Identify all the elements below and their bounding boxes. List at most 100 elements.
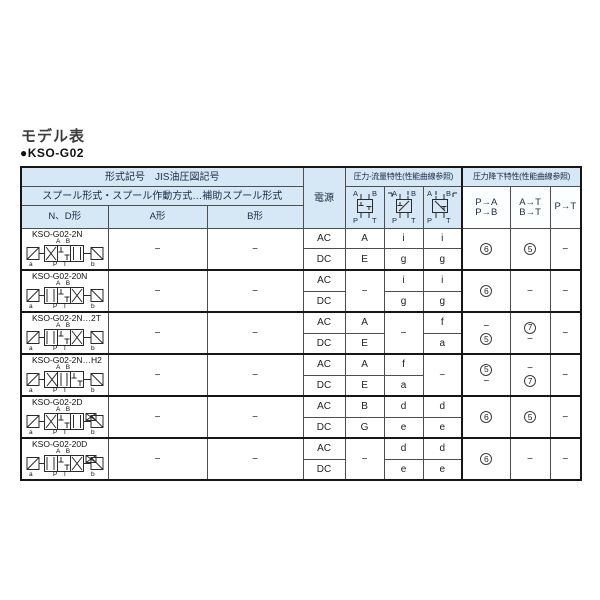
flow-value-cell: − — [344, 269, 385, 313]
port-labels-top: A B — [56, 238, 73, 245]
b-form-value: − — [206, 228, 304, 271]
table-row: DC E a — [21, 332, 581, 355]
drop-pt-value: − — [549, 269, 582, 313]
flow-value-cell: e — [422, 458, 464, 481]
svg-text:P: P — [427, 216, 432, 225]
a-form-value: − — [107, 395, 208, 439]
flow-value-cell: i — [383, 227, 424, 250]
model-name: KSO-G02-20D — [32, 439, 88, 449]
svg-text:T: T — [411, 216, 416, 225]
stacked-values: 5 − — [480, 363, 493, 387]
a-form-value: − — [107, 437, 208, 481]
drop-at-value: 5 — [509, 395, 551, 439]
header-row: N、D形 A形 B形 — [20, 205, 581, 229]
svg-text:B: B — [411, 189, 416, 198]
valve-symbol-icon — [26, 329, 104, 346]
drop-pa-value: 6 — [461, 437, 511, 481]
table-row: DC E a — [21, 374, 581, 397]
circled-number: 5 — [480, 333, 493, 345]
page-title: モデル表 — [21, 128, 86, 145]
flow-value-cell: e — [422, 416, 464, 439]
power-ac-cell: AC — [302, 353, 346, 376]
header-power: 電源 — [302, 166, 346, 229]
drop-pa-value: 6 — [461, 228, 511, 271]
svg-text:A: A — [427, 189, 432, 198]
stacked-values: − 5 — [480, 321, 493, 345]
flow-symbol-variant-b: A B P T — [422, 186, 464, 229]
valve-symbol-icon — [26, 413, 104, 430]
valve-symbol-icon — [26, 287, 104, 304]
header-drop-at-bt: A→T B→T — [509, 186, 551, 229]
stacked-values: 7 − — [524, 321, 537, 345]
drop-at-value: − — [509, 437, 551, 481]
model-name: KSO-G02-2N — [32, 229, 83, 239]
dash-value: − — [483, 321, 490, 332]
port-labels-top: A B — [56, 364, 73, 371]
header-row: 形式記号 JIS油圧図記号 電源 圧力-流量特性(性能曲線参照) 圧力降下特性(… — [20, 166, 582, 229]
circled-number: 7 — [524, 321, 537, 334]
drop-pt-value: − — [549, 353, 582, 397]
power-dc-cell: DC — [302, 416, 346, 439]
power-dc-cell: DC — [302, 290, 346, 313]
stacked-values: − 7 — [524, 364, 537, 387]
circled-number: 5 — [524, 243, 537, 255]
svg-text:P: P — [392, 216, 397, 225]
model-table: 形式記号 JIS油圧図記号 電源 圧力-流量特性(性能曲線参照) 圧力降下特性(… — [20, 166, 583, 481]
drop-pt-value: − — [549, 437, 582, 481]
header-row: スプール形式・スプール作動方式…補助スプール形式 A B P T A B — [20, 185, 582, 229]
power-ac-cell: AC — [302, 395, 346, 418]
flow-value-cell: i — [422, 269, 464, 292]
model-series-label: ●KSO-G02 — [20, 146, 84, 160]
header-flow-title: 圧力-流量特性(性能曲線参照) — [344, 166, 464, 187]
header-col-b: B形 — [206, 205, 304, 229]
a-form-value: − — [107, 228, 208, 271]
model-name: KSO-G02-2D — [32, 397, 83, 407]
b-form-value: − — [206, 437, 304, 481]
valve-symbol-icon: A B P T — [387, 189, 416, 225]
table-row: DC E g g — [21, 248, 581, 272]
circled-number: 6 — [480, 285, 493, 297]
drop-pa-value: 5 − — [461, 353, 511, 397]
drop-at-value: 5 — [509, 228, 551, 271]
drop-pa-value: 6 — [461, 269, 511, 313]
flow-value-cell: E — [344, 374, 385, 397]
drop-at-value: − 7 — [509, 353, 551, 397]
flow-value-cell: i — [422, 227, 464, 250]
flow-value-cell: − — [383, 311, 424, 355]
circled-number: 6 — [480, 243, 493, 255]
header-drop-bt: B→T — [519, 206, 541, 218]
flow-value-cell: A — [344, 311, 385, 334]
model-name: KSO-G02-2N…H2 — [32, 355, 102, 365]
flow-value-cell: E — [344, 332, 385, 355]
flow-value-cell: g — [422, 290, 464, 313]
flow-value-cell: g — [422, 248, 464, 272]
svg-text:T: T — [372, 216, 377, 225]
drop-pt-value: − — [549, 228, 582, 271]
valve-symbol-icon — [26, 245, 104, 262]
circled-number: 5 — [480, 363, 493, 376]
flow-value-cell: e — [383, 458, 424, 481]
a-form-value: − — [107, 311, 208, 355]
valve-symbol-icon — [26, 455, 104, 472]
flow-value-cell: B — [344, 395, 385, 418]
